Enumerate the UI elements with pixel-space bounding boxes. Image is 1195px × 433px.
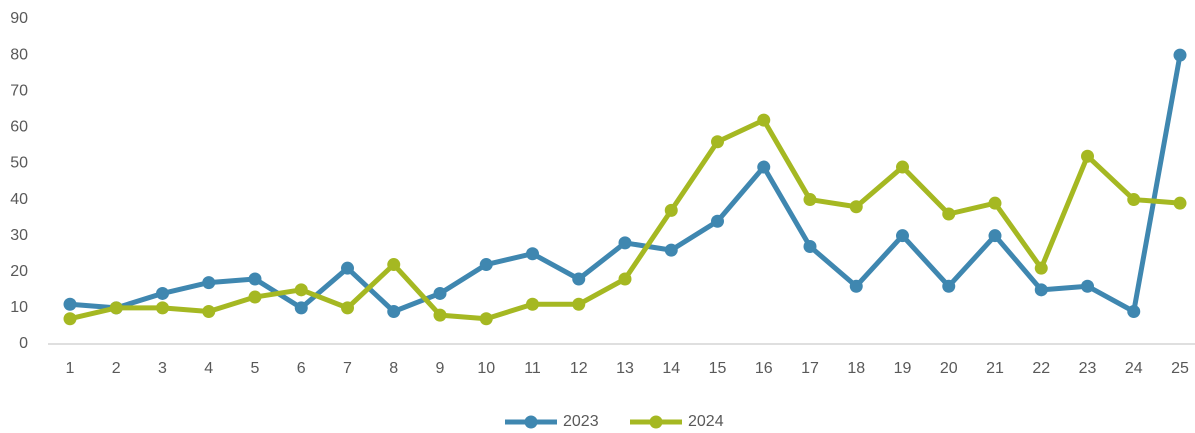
x-tick-label: 22 [1032, 360, 1050, 377]
x-tick-label: 21 [986, 360, 1004, 377]
data-point [849, 200, 863, 214]
x-tick-label: 18 [847, 360, 865, 377]
data-point [1081, 279, 1094, 293]
data-point [387, 305, 401, 318]
legend-label: 2024 [688, 413, 724, 430]
y-tick-label: 70 [10, 82, 28, 99]
y-tick-label: 20 [10, 263, 28, 280]
y-tick-label: 60 [10, 119, 28, 136]
data-point [1081, 149, 1094, 163]
data-point [1034, 283, 1048, 297]
x-tick-label: 20 [940, 360, 958, 377]
x-tick-label: 6 [297, 360, 306, 377]
x-tick-label: 1 [66, 360, 75, 377]
data-point [849, 279, 863, 293]
data-point [294, 301, 308, 315]
x-tick-label: 11 [524, 360, 541, 377]
data-point [1127, 305, 1141, 318]
data-point [572, 272, 586, 286]
data-point [711, 135, 724, 149]
data-point [896, 160, 909, 174]
data-point [202, 276, 216, 290]
x-tick-label: 12 [570, 360, 588, 377]
legend-marker [649, 415, 663, 429]
data-point [526, 297, 539, 311]
data-point [757, 113, 771, 127]
y-tick-label: 10 [10, 299, 28, 316]
data-point [479, 312, 493, 326]
data-point [156, 286, 169, 300]
x-tick-label: 10 [477, 360, 495, 377]
data-point [664, 203, 678, 217]
x-tick-label: 8 [389, 360, 398, 377]
data-point [803, 193, 817, 207]
data-point [988, 229, 1002, 243]
data-point [63, 312, 77, 326]
y-tick-label: 30 [10, 227, 28, 244]
data-point [664, 243, 678, 257]
y-tick-label: 50 [10, 155, 28, 172]
data-point [248, 272, 262, 286]
data-point [572, 297, 586, 311]
data-point [479, 258, 493, 272]
data-point [942, 279, 956, 293]
x-tick-label: 7 [343, 360, 352, 377]
data-point [896, 229, 909, 243]
x-tick-label: 23 [1079, 360, 1097, 377]
data-point [1173, 48, 1187, 62]
data-point [341, 261, 354, 275]
x-tick-label: 4 [204, 360, 213, 377]
x-tick-label: 16 [755, 360, 773, 377]
data-point [803, 240, 817, 253]
x-tick-label: 15 [709, 360, 727, 377]
x-tick-label: 14 [662, 360, 680, 377]
data-point [1034, 261, 1048, 275]
data-point [618, 272, 632, 286]
data-point [202, 305, 216, 318]
data-point [433, 286, 447, 300]
x-tick-label: 3 [158, 360, 167, 377]
data-point [1173, 196, 1187, 210]
data-point [526, 247, 539, 261]
series-line [69, 117, 1181, 322]
x-tick-label: 25 [1171, 360, 1189, 377]
data-point [294, 283, 308, 297]
data-point [942, 207, 956, 221]
legend-label: 2023 [563, 413, 599, 430]
x-tick-label: 13 [616, 360, 634, 377]
legend-marker [524, 415, 538, 429]
data-point [248, 290, 262, 304]
x-tick-label: 2 [112, 360, 121, 377]
x-tick-label: 17 [801, 360, 819, 377]
data-point [618, 236, 632, 250]
y-tick-label: 40 [10, 191, 28, 208]
data-point [109, 301, 123, 315]
y-tick-label: 90 [10, 10, 28, 27]
x-tick-label: 5 [251, 360, 260, 377]
y-tick-label: 80 [10, 46, 28, 63]
data-point [63, 297, 77, 311]
data-point [387, 258, 401, 272]
data-point [341, 301, 354, 315]
data-point [988, 196, 1002, 210]
x-tick-label: 9 [436, 360, 445, 377]
x-tick-label: 19 [894, 360, 912, 377]
data-point [156, 301, 169, 315]
data-point [433, 308, 447, 322]
data-point [711, 214, 724, 228]
data-point [1127, 193, 1141, 207]
y-tick-label: 0 [19, 335, 28, 352]
x-tick-label: 24 [1125, 360, 1143, 377]
data-point [757, 160, 771, 174]
